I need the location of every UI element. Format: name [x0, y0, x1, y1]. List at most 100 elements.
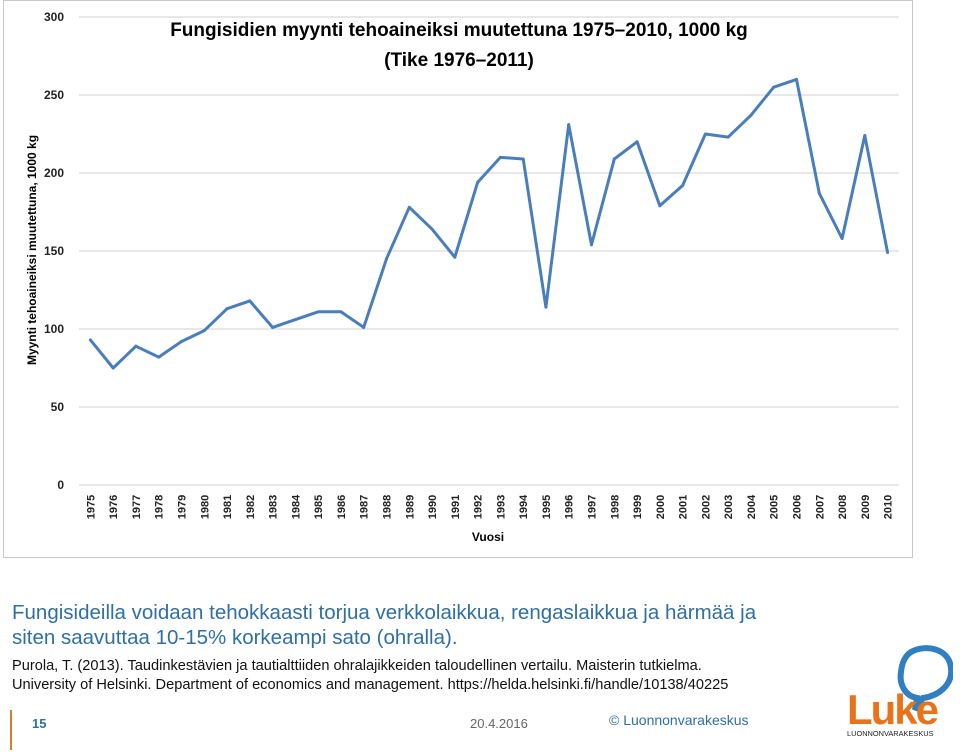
- data-point: [863, 134, 867, 138]
- data-point: [202, 329, 206, 333]
- data-point: [817, 191, 821, 195]
- data-point: [681, 183, 685, 187]
- x-tick-label: 1994: [518, 494, 530, 519]
- x-tick-label: 2009: [860, 495, 872, 519]
- data-point: [498, 155, 502, 159]
- footer-date: 20.4.2016: [470, 716, 528, 731]
- x-tick-label: 1993: [495, 495, 507, 519]
- x-tick-label: 2004: [746, 494, 758, 519]
- data-point: [293, 318, 297, 322]
- data-point: [134, 344, 138, 348]
- x-tick-label: 1982: [245, 495, 257, 519]
- x-tick-label: 2005: [769, 495, 781, 519]
- y-axis-label: Myynti tehoaineiksi muutettuna, 1000 kg: [25, 135, 39, 365]
- logo-speech-bubble-icon: [897, 645, 953, 712]
- data-point: [726, 135, 730, 139]
- luke-logo: Luke LUONNONVARAKESKUS: [847, 645, 953, 738]
- data-point: [658, 204, 662, 208]
- data-point: [271, 325, 275, 329]
- x-tick-label: 1984: [290, 494, 302, 519]
- x-tick-label: 1985: [313, 495, 325, 519]
- footer-divider: [10, 710, 12, 750]
- y-tick-label: 150: [44, 244, 64, 258]
- data-point: [248, 299, 252, 303]
- reference-citation: Purola, T. (2013). Taudinkestävien ja ta…: [12, 657, 912, 695]
- x-tick-label: 2002: [700, 495, 712, 519]
- x-tick-label: 1989: [404, 495, 416, 519]
- data-point: [544, 305, 548, 309]
- x-axis-ticks: 1975 1976 1977 1978 1979 1980 1981 1982 1983 1984…: [85, 494, 894, 519]
- x-tick-label: 1995: [541, 495, 553, 519]
- x-tick-label: 2010: [883, 495, 895, 519]
- x-tick-label: 1998: [609, 495, 621, 519]
- logo-wordmark: Luke: [847, 686, 938, 733]
- x-tick-label: 1988: [382, 495, 394, 519]
- caption-line1: Fungisideilla voidaan tehokkaasti torjua…: [12, 601, 757, 624]
- data-point: [612, 157, 616, 161]
- x-tick-label: 2007: [814, 495, 826, 519]
- caption: Fungisideilla voidaan tehokkaasti torjua…: [12, 600, 882, 650]
- logo-subtext: LUONNONVARAKESKUS: [847, 729, 934, 738]
- chart-title-line2: (Tike 1976–2011): [384, 50, 534, 71]
- footer-copyright: © Luonnonvarakeskus: [609, 712, 749, 728]
- data-point: [180, 339, 183, 343]
- x-tick-label: 1986: [336, 495, 348, 519]
- y-tick-label: 50: [51, 400, 65, 414]
- page-number: 15: [32, 716, 47, 731]
- data-points: [88, 77, 890, 370]
- series-line: [89, 77, 890, 370]
- x-tick-label: 2003: [723, 495, 735, 519]
- chart-title-line1: Fungisidien myynti tehoaineiksi muutettu…: [170, 20, 748, 41]
- x-tick-label: 2001: [678, 495, 690, 519]
- y-tick-label: 300: [44, 10, 64, 24]
- y-tick-label: 200: [44, 166, 64, 180]
- x-tick-label: 1997: [587, 495, 599, 519]
- y-tick-label: 0: [57, 478, 64, 492]
- x-tick-label: 1980: [199, 495, 211, 519]
- data-point: [111, 366, 115, 370]
- x-tick-label: 1976: [108, 495, 120, 519]
- data-point: [339, 310, 343, 314]
- data-point: [795, 77, 798, 81]
- x-tick-label: 2008: [837, 495, 849, 519]
- fungicide-sales-chart: Fungisidien myynti tehoaineiksi muutettu…: [25, 10, 899, 544]
- x-tick-label: 1990: [427, 495, 439, 519]
- data-point: [430, 227, 434, 231]
- x-tick-label: 1992: [473, 495, 485, 519]
- x-tick-label: 1977: [131, 495, 143, 519]
- data-point: [703, 132, 707, 136]
- y-tick-label: 250: [44, 88, 64, 102]
- data-point: [88, 338, 92, 342]
- data-point: [840, 237, 844, 241]
- x-tick-label: 1981: [222, 495, 234, 519]
- data-point: [157, 355, 161, 359]
- data-point: [590, 243, 593, 247]
- data-point: [225, 307, 229, 311]
- x-tick-label: 1999: [632, 495, 644, 519]
- data-point: [385, 257, 388, 261]
- data-point: [635, 140, 639, 144]
- data-point: [316, 310, 320, 314]
- x-tick-label: 1991: [450, 495, 462, 519]
- reference-line2: University of Helsinki. Department of ec…: [12, 677, 729, 693]
- data-point: [567, 123, 571, 127]
- y-tick-label: 100: [44, 322, 64, 336]
- data-point: [521, 157, 525, 161]
- data-point: [886, 251, 890, 255]
- x-tick-label: 1979: [177, 495, 189, 519]
- reference-line1: Purola, T. (2013). Taudinkestävien ja ta…: [12, 658, 702, 674]
- x-tick-label: 1978: [154, 495, 166, 519]
- x-tick-label: 1975: [85, 495, 97, 519]
- data-point: [362, 325, 366, 329]
- x-tick-label: 2000: [655, 495, 667, 519]
- data-point: [453, 255, 457, 259]
- data-point: [772, 85, 776, 89]
- data-point: [749, 113, 753, 117]
- x-tick-label: 1987: [359, 495, 371, 519]
- x-axis-label: Vuosi: [472, 530, 504, 544]
- x-tick-label: 1983: [268, 495, 280, 519]
- y-axis-ticks: 0 50 100 150 200 250 300: [44, 10, 64, 492]
- chart-frame: [3, 0, 913, 558]
- caption-line2: siten saavuttaa 10-15% korkeampi sato (o…: [12, 626, 458, 649]
- data-point: [476, 180, 480, 184]
